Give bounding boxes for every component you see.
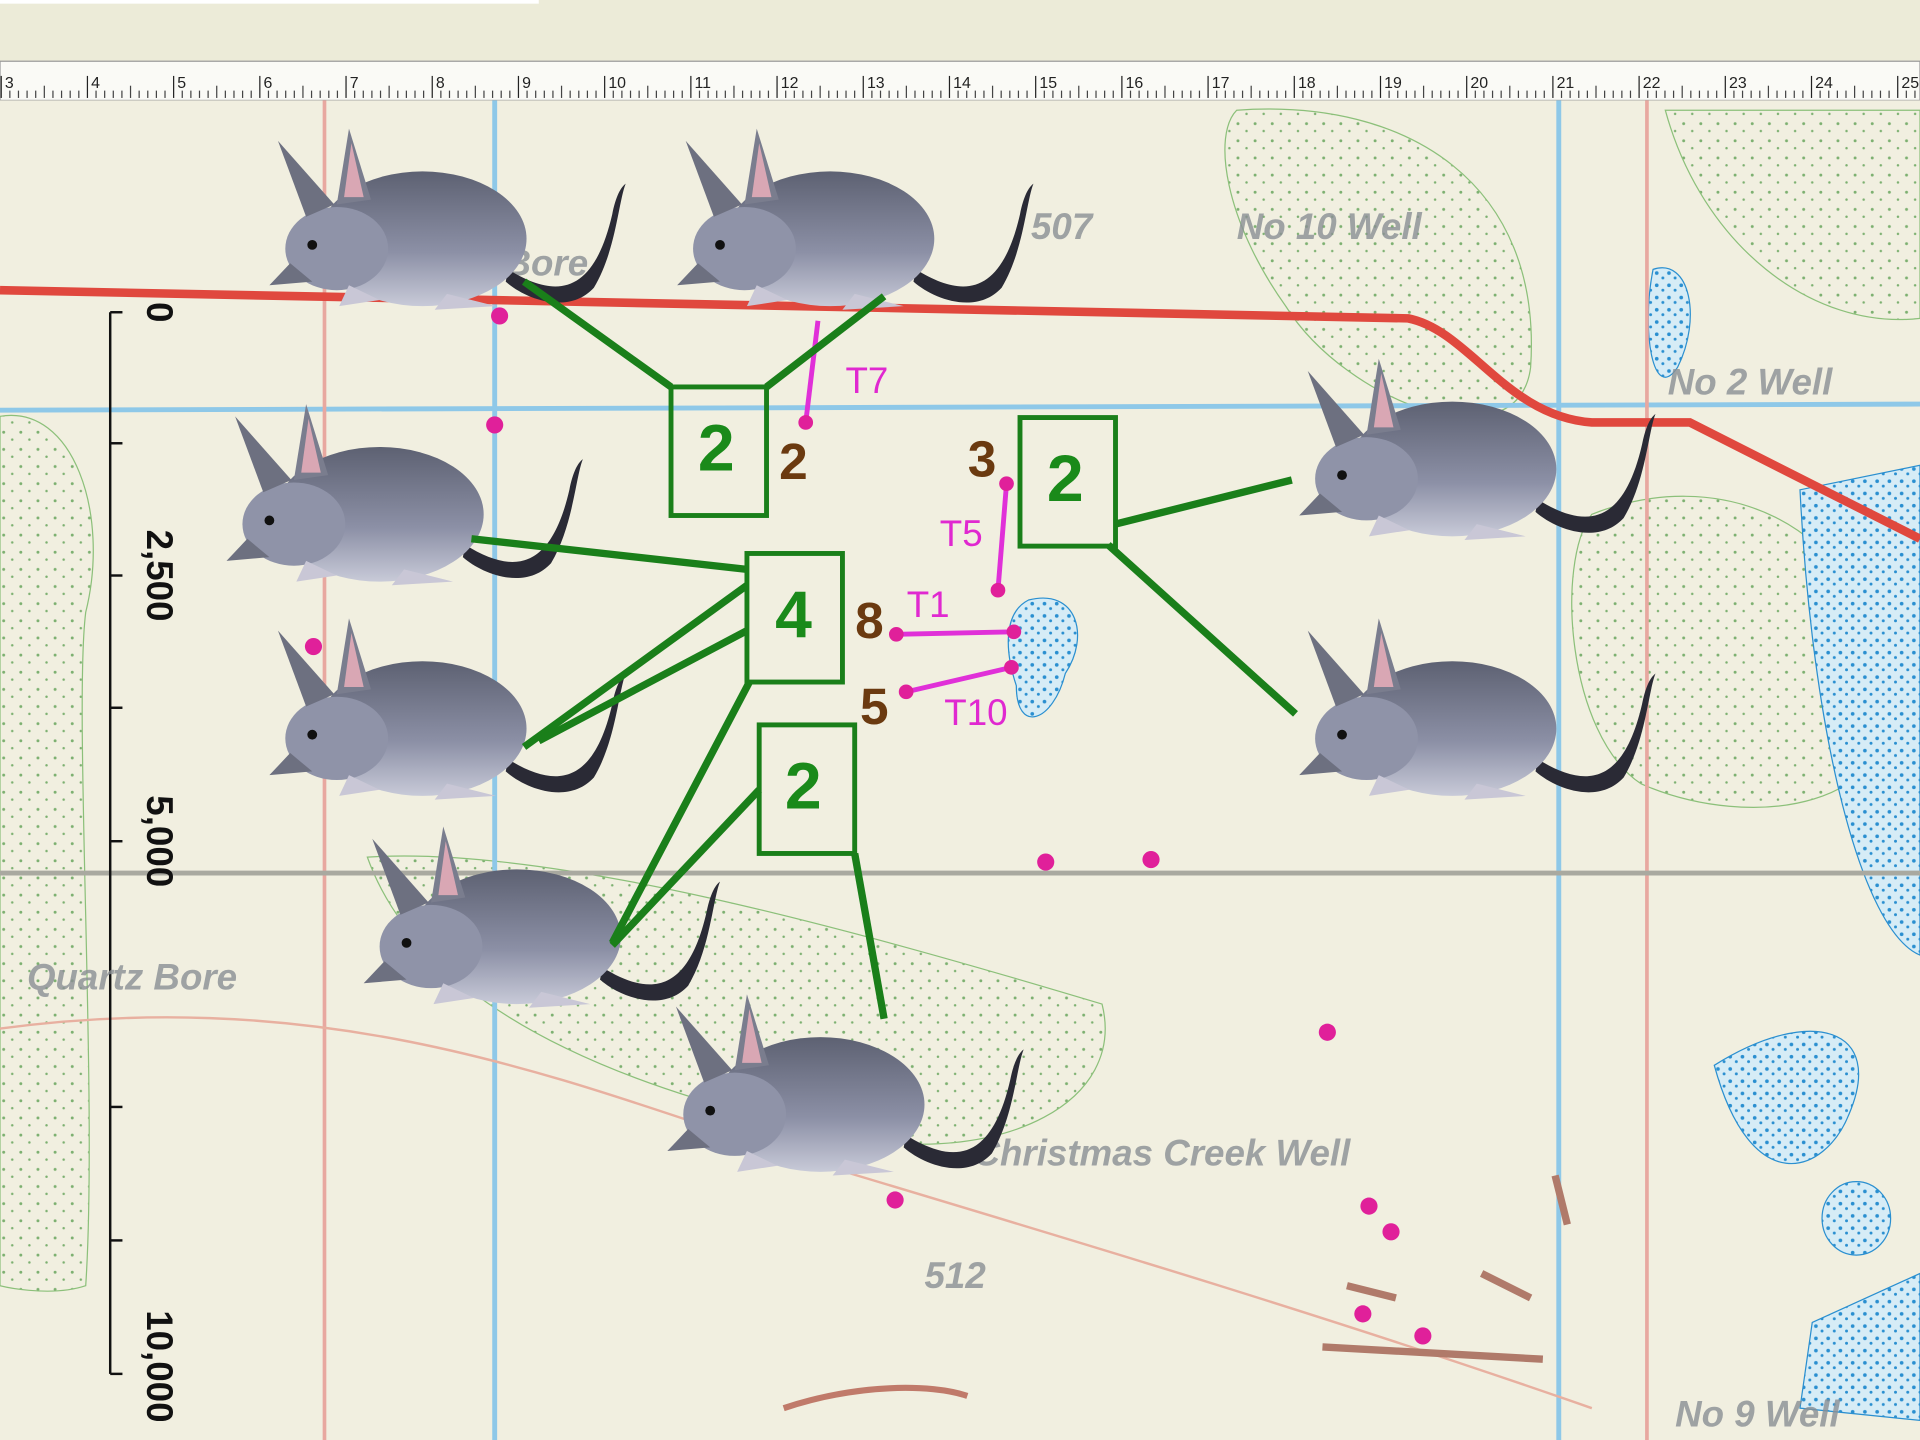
group-count: 2: [698, 412, 735, 486]
ruler-label: 3: [5, 75, 14, 92]
ruler-label: 4: [91, 75, 100, 92]
group-count: 2: [785, 749, 822, 823]
group-boxes: 2 2 4 2: [668, 384, 1118, 856]
ruler-label: 14: [953, 75, 971, 92]
ruler-label: 21: [1557, 75, 1575, 92]
transect-counts: 2 3 8 5: [779, 429, 996, 734]
map-label: No 2 Well: [1668, 361, 1833, 402]
scale-bar: 0 2,500 5,000 10,000: [108, 302, 180, 1423]
map-label: 507: [1031, 206, 1094, 247]
ruler-label: 5: [177, 75, 186, 92]
scale-label: 2,500: [139, 530, 180, 622]
transect-label: T1: [907, 584, 950, 625]
transect-label: T10: [944, 692, 1007, 733]
map-label: No 10 Well: [1237, 206, 1423, 247]
group-count: 2: [1047, 442, 1084, 516]
ruler-label: 13: [867, 75, 885, 92]
tab: [0, 0, 539, 4]
ruler-label: 19: [1384, 75, 1402, 92]
ruler-label: 23: [1729, 75, 1747, 92]
transects: T7 T5 T1 T10: [798, 320, 1022, 733]
map-label: 512: [924, 1255, 986, 1296]
scale-label: 10,000: [139, 1310, 180, 1422]
map-label: Christmas Creek Well: [973, 1133, 1351, 1174]
group-count: 4: [775, 578, 812, 652]
map-labels: 507 No 10 Well No 2 Well Bore Quartz Bor…: [27, 206, 1841, 1435]
ruler-label: 16: [1126, 75, 1144, 92]
transect-label: T7: [846, 360, 889, 401]
transect-count: 2: [779, 432, 808, 490]
ruler-label: 17: [1212, 75, 1230, 92]
ruler-label: 7: [350, 75, 359, 92]
ruler-label: 6: [264, 75, 273, 92]
transect-count: 3: [968, 429, 997, 487]
title-bar: [0, 0, 1920, 62]
ruler-label: 22: [1643, 75, 1661, 92]
ruler-label: 9: [522, 75, 531, 92]
scale-label: 5,000: [139, 795, 180, 887]
ruler-label: 20: [1470, 75, 1488, 92]
connectors: [471, 278, 1298, 1020]
map-label: No 9 Well: [1675, 1394, 1840, 1435]
ruler-label: 15: [1039, 75, 1057, 92]
transect-count: 5: [860, 677, 889, 735]
ruler-label: 24: [1815, 75, 1833, 92]
ruler-label: 10: [608, 75, 626, 92]
transect-label: T5: [940, 513, 983, 554]
ruler-label: 11: [695, 75, 712, 92]
ruler-label: 12: [781, 75, 799, 92]
transect-count: 8: [855, 591, 884, 649]
ruler-label: 8: [436, 75, 445, 92]
ruler-label: 25: [1901, 75, 1919, 92]
ruler-ticks: 3 4 5 6 7 8 9 10 11 12 13 14 15 16 17 18 19 20 21 22 23 24 25: [0, 75, 1919, 98]
ruler-label: 18: [1298, 75, 1316, 92]
scale-label: 0: [139, 302, 180, 322]
survey-points: [304, 307, 1432, 1345]
map-label: Quartz Bore: [27, 956, 237, 997]
